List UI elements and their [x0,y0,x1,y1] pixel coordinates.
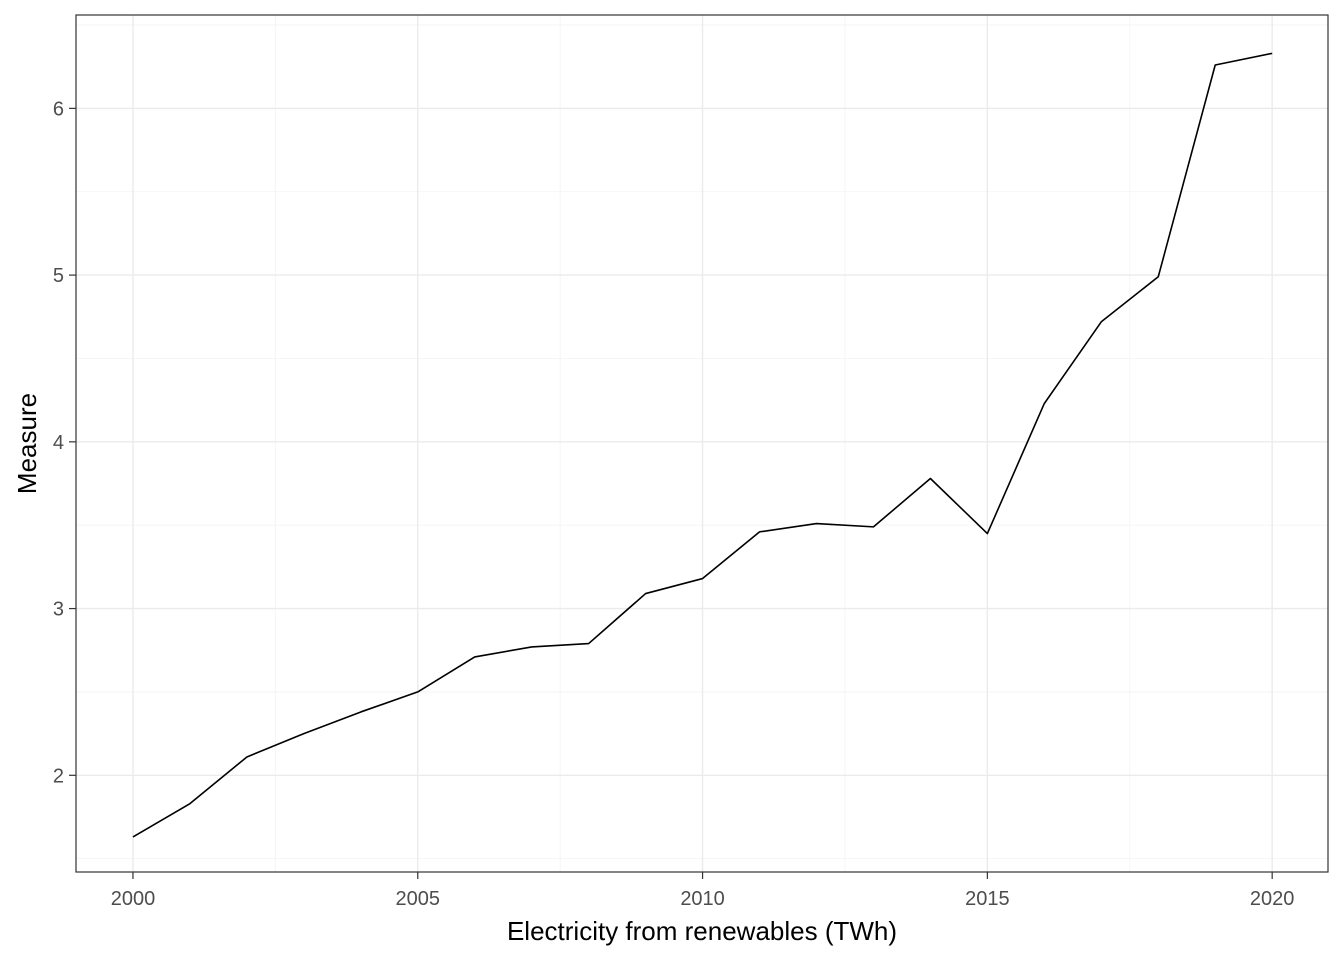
x-axis-tick-labels: 2000 2005 2010 2015 2020 [111,888,1295,910]
x-tick-label: 2015 [965,888,1010,910]
x-tick-label: 2010 [680,888,725,910]
y-tick-label: 6 [53,98,64,120]
y-axis-title: Measure [12,393,42,494]
y-tick-label: 3 [53,599,64,621]
y-axis-tick-labels: 2 3 4 5 6 [53,98,64,787]
x-tick-label: 2005 [396,888,441,910]
series-line [132,52,1273,838]
y-tick-label: 2 [53,765,64,787]
x-tick-label: 2000 [111,888,156,910]
axis-ticks [69,107,1273,879]
major-gridlines [76,15,1328,872]
x-tick-label: 2020 [1250,888,1295,910]
y-tick-label: 4 [53,432,64,454]
series-layer [132,52,1273,838]
y-tick-label: 5 [53,265,64,287]
x-axis-title: Electricity from renewables (TWh) [507,916,897,946]
